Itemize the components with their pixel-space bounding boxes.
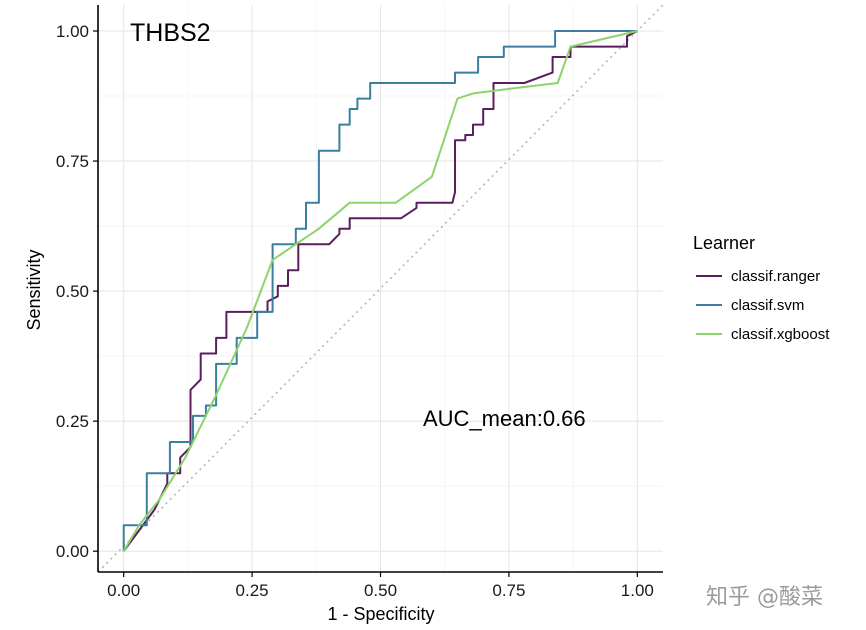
x-tick-label: 0.25 <box>236 581 269 600</box>
y-tick-label: 0.50 <box>56 282 89 301</box>
series-line-classif-ranger <box>122 30 638 552</box>
legend-items: classif.ranger classif.svm classif.xgboost <box>696 268 830 343</box>
grid <box>98 5 663 572</box>
auc-annotation: AUC_mean:0.66 <box>423 406 586 431</box>
series-line-classif-xgboost <box>122 30 638 552</box>
y-tick-label: 0.00 <box>56 542 89 561</box>
x-tick-label: 0.00 <box>107 581 140 600</box>
axis-ticks: 0.00 0.25 0.50 0.75 1.00 0.00 0.25 0.50 0.75 1.00 <box>56 22 654 600</box>
x-tick-label: 0.50 <box>364 581 397 600</box>
x-tick-label: 1.00 <box>621 581 654 600</box>
legend: Learner classif.rangerclassif.svmclassif… <box>693 233 830 343</box>
x-axis-title: 1 - Specificity <box>327 604 434 624</box>
y-tick-label: 0.75 <box>56 152 89 171</box>
chart-title: THBS2 <box>130 19 211 47</box>
y-tick-label: 1.00 <box>56 22 89 41</box>
series-lines <box>122 30 638 552</box>
y-tick-label: 0.25 <box>56 412 89 431</box>
legend-label: classif.ranger <box>731 268 820 285</box>
reference-diagonal <box>97 4 664 573</box>
y-axis-title: Sensitivity <box>24 249 44 330</box>
legend-label: classif.svm <box>731 297 804 314</box>
series-line-classif-svm <box>122 30 638 552</box>
x-tick-label: 0.75 <box>492 581 525 600</box>
legend-label: classif.xgboost <box>731 326 830 343</box>
watermark-text: 知乎 @酸菜 <box>706 585 823 610</box>
legend-title: Learner <box>693 233 755 253</box>
